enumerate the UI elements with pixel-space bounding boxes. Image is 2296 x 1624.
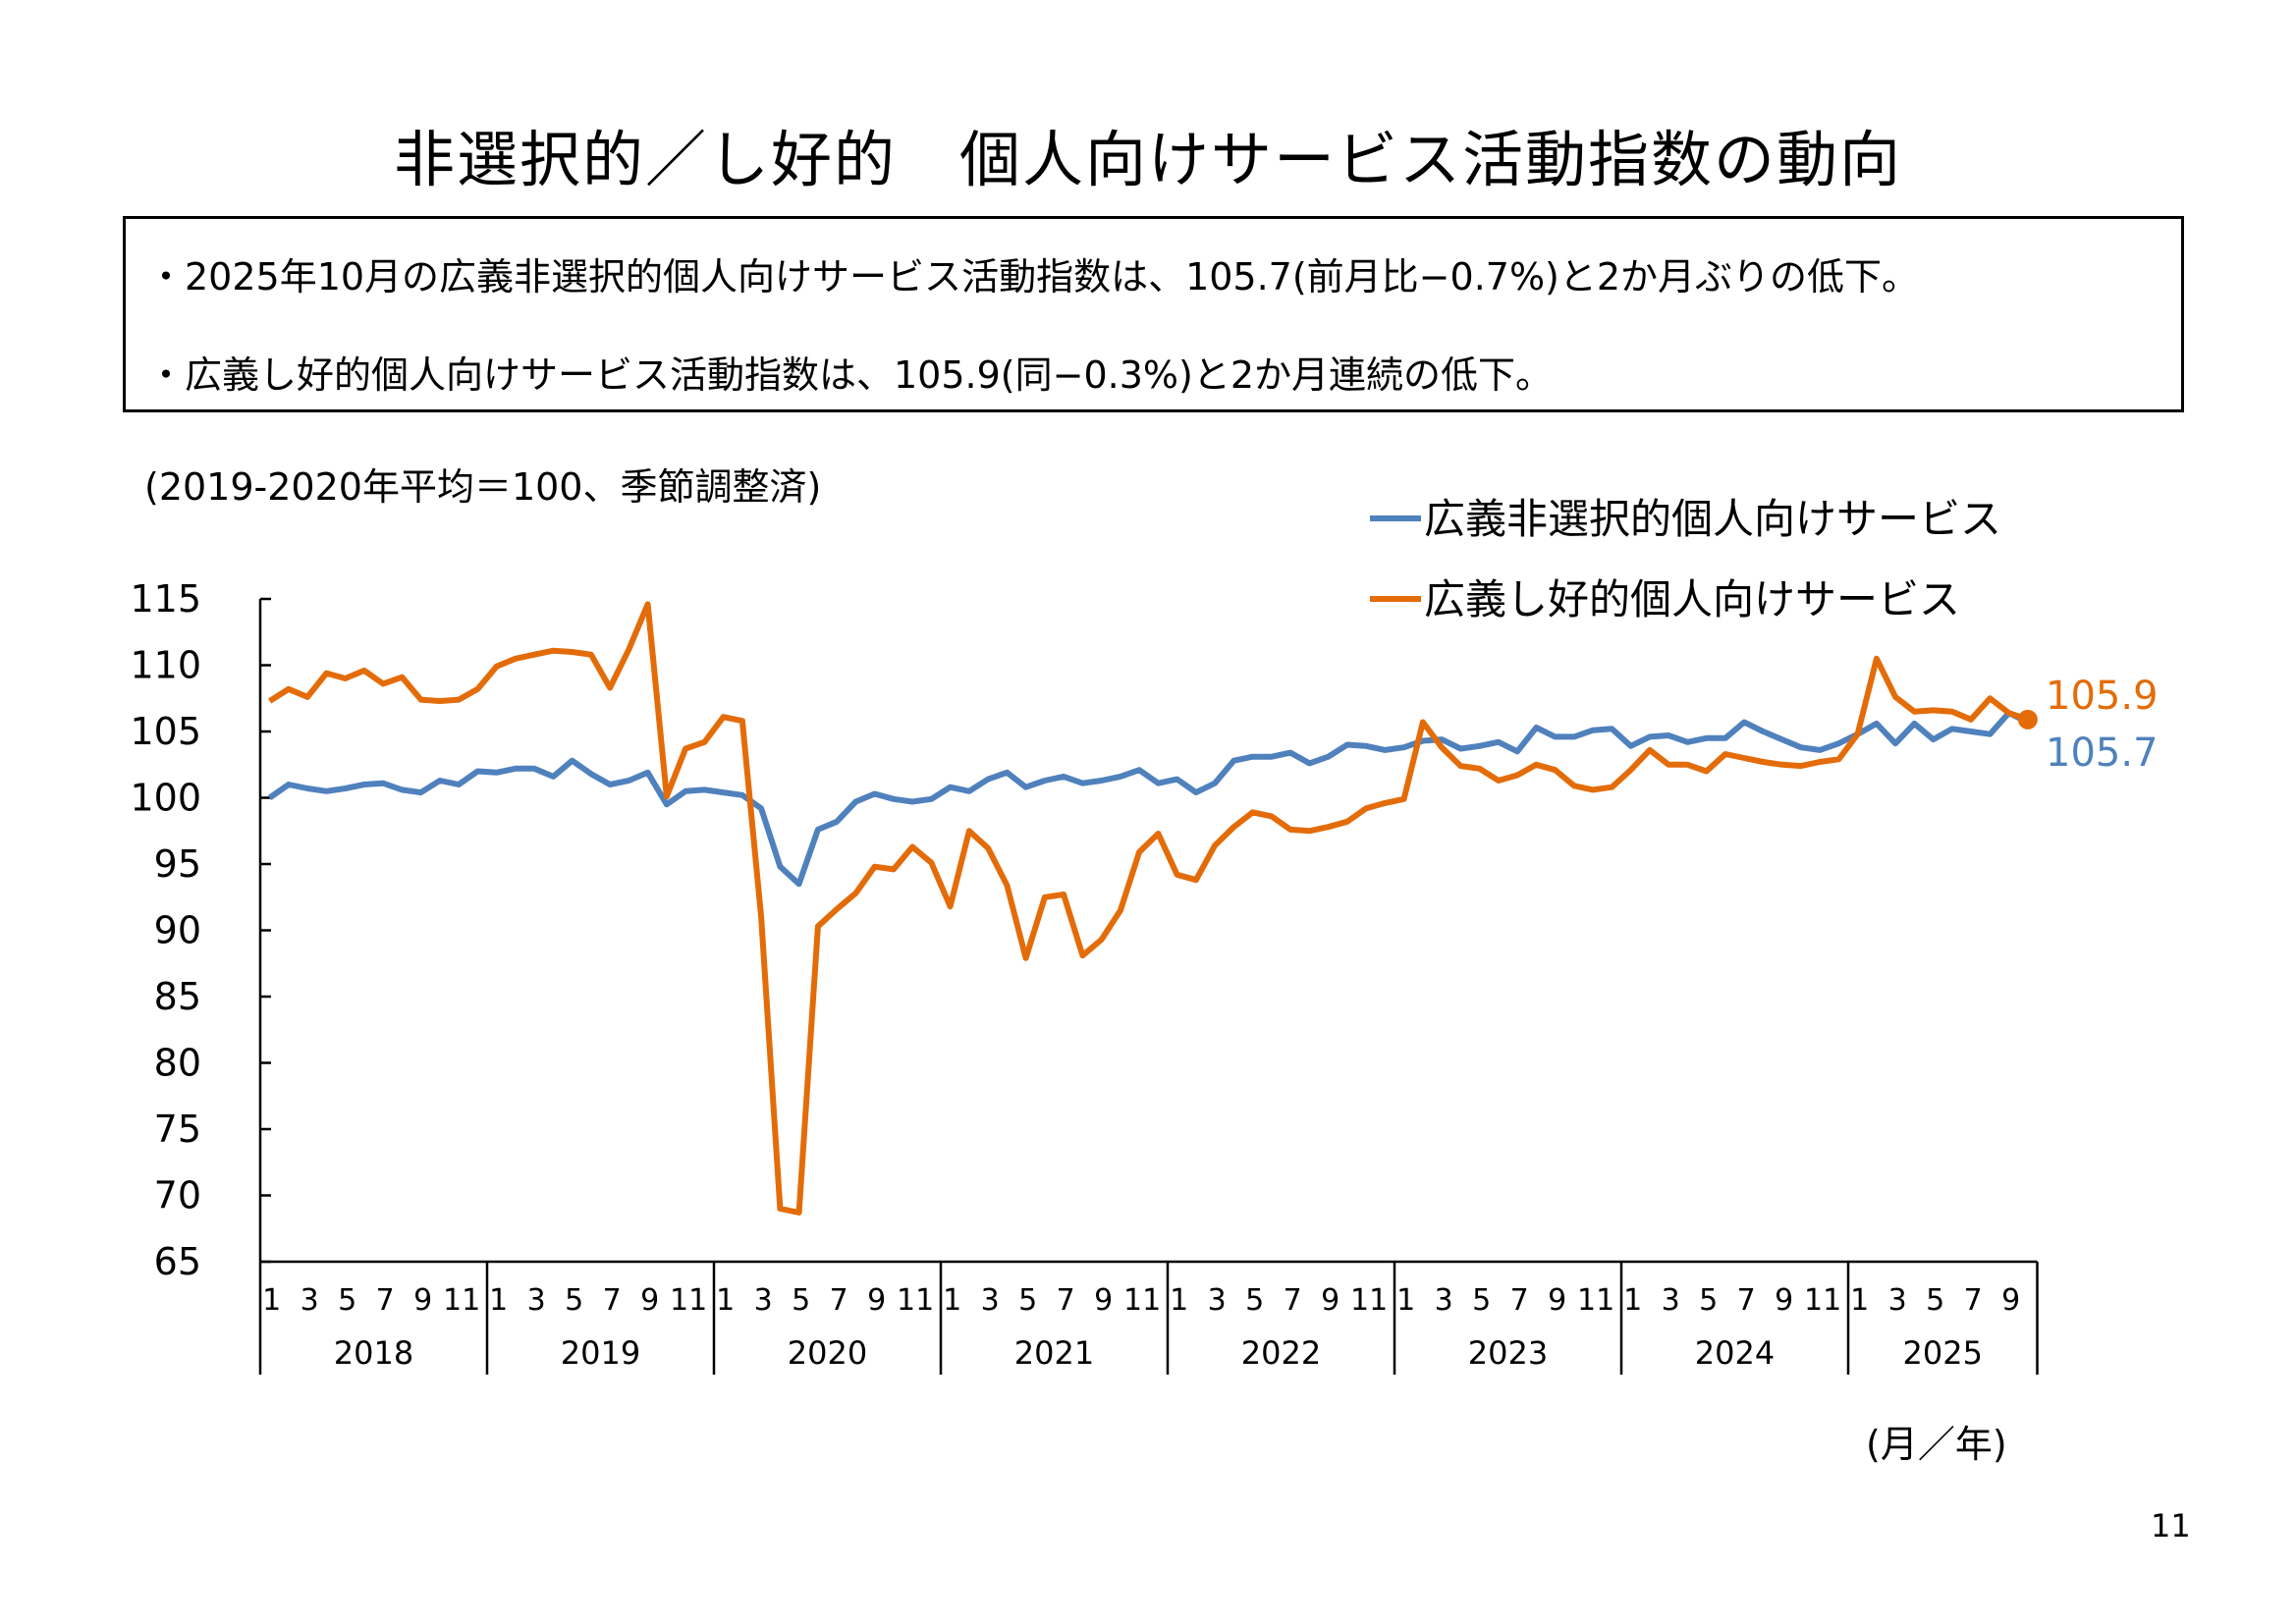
end-marker	[2017, 709, 2038, 730]
month-tick-label: 9	[1548, 1283, 1566, 1318]
month-tick-label: 5	[1245, 1283, 1264, 1318]
month-tick-label: 9	[640, 1283, 659, 1318]
month-tick-label: 9	[1094, 1283, 1113, 1318]
x-axis-label: (月／年)	[1866, 1423, 2007, 1466]
month-tick-label: 11	[1350, 1283, 1388, 1318]
month-tick-label: 11	[443, 1283, 480, 1318]
month-tick-label: 11	[897, 1283, 934, 1318]
y-tick-label: 85	[154, 975, 201, 1018]
month-tick-label: 11	[1804, 1283, 1841, 1318]
y-tick-label: 70	[154, 1174, 201, 1218]
month-tick-label: 3	[1888, 1283, 1907, 1318]
month-tick-label: 7	[1284, 1283, 1302, 1318]
y-tick-label: 90	[154, 909, 201, 952]
month-tick-label: 1	[262, 1283, 281, 1318]
month-tick-label: 3	[754, 1283, 773, 1318]
month-tick-label: 9	[413, 1283, 432, 1318]
month-tick-label: 9	[867, 1283, 886, 1318]
y-tick-label: 65	[154, 1240, 201, 1283]
month-tick-label: 7	[603, 1283, 622, 1318]
series-line-1	[267, 710, 2030, 888]
month-tick-label: 1	[1170, 1283, 1188, 1318]
month-tick-label: 7	[1510, 1283, 1529, 1318]
page-number: 11	[2151, 1507, 2191, 1544]
month-tick-label: 7	[376, 1283, 395, 1318]
month-tick-label: 1	[716, 1283, 735, 1318]
month-tick-label: 9	[1321, 1283, 1339, 1318]
month-tick-label: 3	[1208, 1283, 1227, 1318]
month-tick-label: 1	[489, 1283, 508, 1318]
month-tick-label: 9	[1775, 1283, 1793, 1318]
y-tick-label: 115	[130, 577, 201, 621]
month-tick-label: 1	[943, 1283, 961, 1318]
y-tick-label: 100	[130, 777, 201, 820]
month-tick-label: 7	[1737, 1283, 1756, 1318]
year-label: 2020	[788, 1334, 867, 1372]
month-tick-label: 11	[1123, 1283, 1161, 1318]
page-title: 非選択的／し好的 個人向けサービス活動指数の動向	[393, 124, 1902, 195]
y-tick-label: 75	[154, 1108, 201, 1151]
month-tick-label: 5	[792, 1283, 810, 1318]
month-tick-label: 5	[338, 1283, 356, 1318]
year-label: 2021	[1014, 1334, 1094, 1372]
year-label: 2025	[1903, 1334, 1983, 1372]
month-tick-label: 11	[1577, 1283, 1614, 1318]
month-tick-label: 5	[1472, 1283, 1491, 1318]
chart-note: (2019-2020年平均＝100、季節調整済)	[144, 465, 822, 509]
month-tick-label: 7	[830, 1283, 848, 1318]
month-tick-label: 3	[301, 1283, 319, 1318]
summary-line-1: ・2025年10月の広義非選択的個人向けサービス活動指数は、105.7(前月比−…	[147, 255, 1920, 298]
summary-line-2: ・広義し好的個人向けサービス活動指数は、105.9(同−0.3%)と2か月連続の…	[147, 353, 1553, 397]
year-label: 2018	[334, 1334, 413, 1372]
month-tick-label: 9	[2001, 1283, 2020, 1318]
legend-label: 広義し好的個人向けサービス	[1424, 575, 1960, 623]
legend-label: 広義非選択的個人向けサービス	[1424, 495, 2001, 543]
y-tick-label: 95	[154, 842, 201, 886]
month-tick-label: 5	[1926, 1283, 1944, 1318]
series-line-2	[267, 601, 2029, 1216]
year-label: 2022	[1241, 1334, 1321, 1372]
y-tick-label: 110	[130, 644, 201, 687]
month-tick-label: 1	[1623, 1283, 1642, 1318]
month-tick-label: 1	[1850, 1283, 1869, 1318]
end-value-label: 105.7	[2046, 731, 2159, 776]
year-label: 2023	[1468, 1334, 1548, 1372]
y-tick-label: 80	[154, 1042, 201, 1085]
month-tick-label: 7	[1964, 1283, 1983, 1318]
month-tick-label: 11	[670, 1283, 707, 1318]
month-tick-label: 3	[1662, 1283, 1680, 1318]
summary-box: ・2025年10月の広義非選択的個人向けサービス活動指数は、105.7(前月比−…	[123, 216, 2184, 412]
month-tick-label: 5	[1018, 1283, 1037, 1318]
end-value-label: 105.9	[2046, 674, 2159, 719]
month-tick-label: 1	[1396, 1283, 1415, 1318]
month-tick-label: 3	[981, 1283, 1000, 1318]
month-tick-label: 5	[1699, 1283, 1718, 1318]
y-tick-label: 105	[130, 710, 201, 753]
month-tick-label: 5	[565, 1283, 583, 1318]
year-label: 2019	[561, 1334, 640, 1372]
month-tick-label: 3	[527, 1283, 546, 1318]
month-tick-label: 3	[1435, 1283, 1453, 1318]
year-label: 2024	[1695, 1334, 1775, 1372]
month-tick-label: 7	[1057, 1283, 1075, 1318]
